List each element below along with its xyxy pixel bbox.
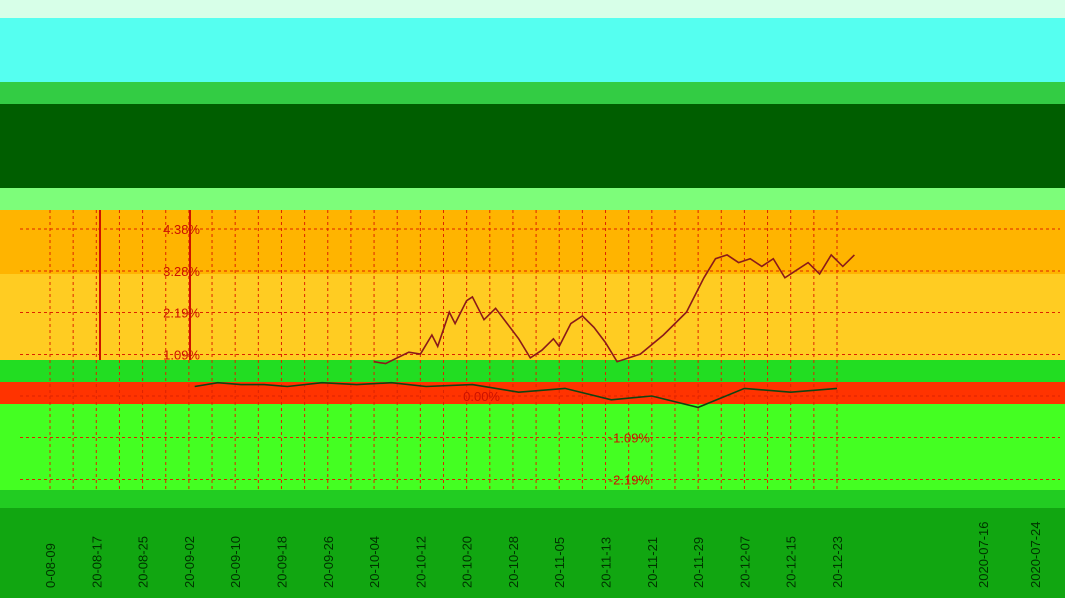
- y-tick-label: 4.38%: [163, 222, 200, 237]
- x-tick-label: 20-11-13: [599, 537, 614, 588]
- x-tick-label: 20-11-21: [645, 537, 660, 588]
- series-line-2: [194, 381, 838, 409]
- series-line-1: [373, 253, 855, 365]
- y-tick-label: 2.19%: [163, 306, 200, 321]
- x-tick-label-right: 2020-07-24: [1028, 522, 1043, 589]
- chart-grid: [20, 210, 1060, 490]
- x-tick-label: 20-10-20: [460, 536, 475, 588]
- y-tick-label: 1.09%: [163, 347, 200, 362]
- green-strip: [0, 82, 1065, 104]
- x-tick-label: 20-08-25: [136, 536, 151, 588]
- x-tick-label: 20-12-23: [830, 536, 845, 588]
- x-tick-label: 20-12-07: [737, 536, 752, 588]
- x-tick-label-right: 2020-07-16: [976, 522, 991, 589]
- light-strip: [0, 188, 1065, 210]
- x-tick-label: 20-12-15: [784, 536, 799, 588]
- x-tick-label: 20-10-12: [413, 536, 428, 588]
- x-tick-label: 20-10-28: [506, 536, 521, 588]
- orange-band: [0, 210, 1065, 274]
- green-band: [0, 490, 1065, 508]
- x-tick-label: 20-09-02: [182, 536, 197, 588]
- x-axis-ticks: 0-08-09 20-08-17 20-08-25 20-09-02 20-09-10 2…: [43, 522, 1043, 589]
- x-tick-label: 0-08-09: [43, 543, 58, 588]
- x-axis-band: [0, 508, 1065, 598]
- x-tick-label: 20-09-10: [228, 536, 243, 588]
- x-tick-label: 20-09-26: [321, 536, 336, 588]
- x-tick-label: 20-09-18: [274, 536, 289, 588]
- dark-band: [0, 104, 1065, 188]
- x-tick-label: 20-11-29: [691, 537, 706, 588]
- y-axis-ticks: 4.38% 3.28% 2.19% 1.09% 0.00% -1.09% -2.19%: [163, 222, 650, 488]
- chart-series: [194, 253, 855, 409]
- cyan-band: [0, 18, 1065, 82]
- x-tick-label: 20-10-04: [367, 536, 382, 588]
- y-tick-label: 3.28%: [163, 264, 200, 279]
- lime-band: [0, 404, 1065, 490]
- y-tick-label: -1.09%: [609, 431, 651, 446]
- y-tick-label: 0.00%: [463, 389, 500, 404]
- yellow-band: [0, 274, 1065, 360]
- y-tick-label: -2.19%: [609, 473, 651, 488]
- x-tick-label: 20-08-17: [89, 536, 104, 588]
- mixed-band: [0, 360, 1065, 382]
- top-strip: [0, 0, 1065, 18]
- x-tick-label: 20-11-05: [552, 537, 567, 588]
- red-band: [0, 382, 1065, 404]
